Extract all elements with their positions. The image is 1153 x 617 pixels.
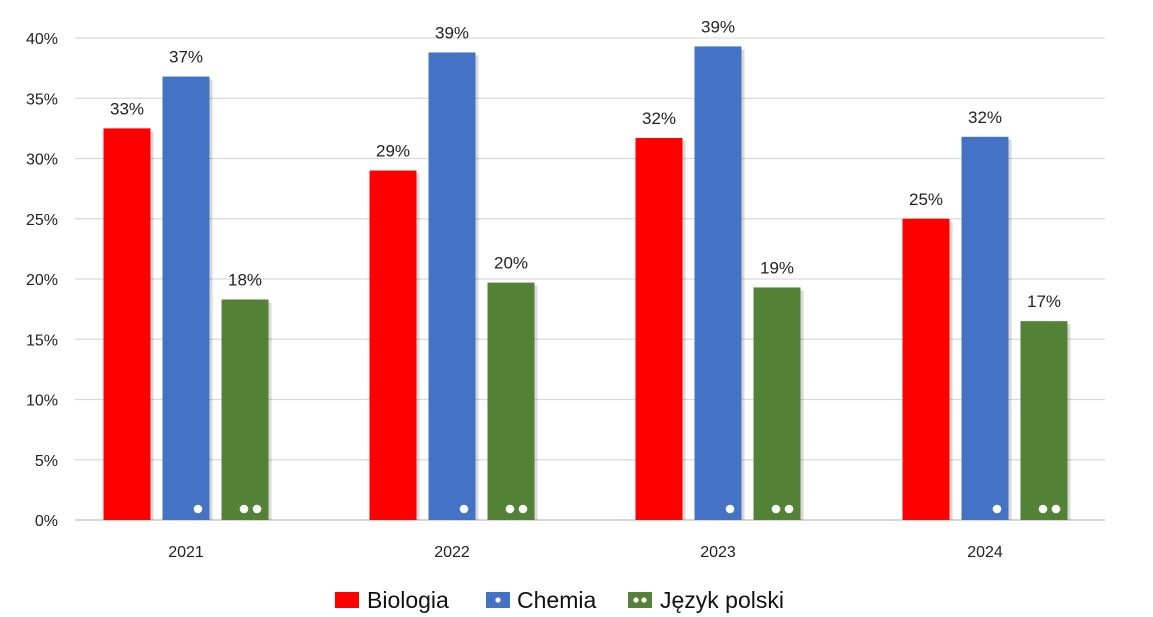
bar-chemia-2023 (694, 46, 742, 521)
x-tick-label: 2024 (967, 544, 1003, 561)
pattern-dot (725, 504, 735, 514)
legend-swatch (628, 592, 652, 608)
data-label: 32% (968, 108, 1002, 127)
pattern-dot (505, 504, 515, 514)
pattern-dot (1051, 504, 1061, 514)
pattern-dot (518, 504, 528, 514)
data-label: 18% (228, 270, 262, 289)
pattern-dot (1038, 504, 1048, 514)
legend: Biologia Chemia Język polski (335, 587, 784, 613)
legend-label: Chemia (517, 587, 596, 613)
bar-biologia-2022 (369, 170, 417, 521)
pattern-dot (193, 504, 203, 514)
legend-label: Biologia (367, 587, 449, 613)
data-label: 19% (760, 258, 794, 277)
y-tick-label: 10% (26, 393, 58, 410)
legend-swatch (335, 592, 359, 608)
bar-biologia-2023 (635, 138, 683, 520)
data-label: 39% (701, 17, 735, 36)
bar-j-zyk-polski-2023 (753, 287, 801, 520)
pattern-dot (992, 504, 1002, 514)
data-labels: 33% 29% 32% 25% 37% 39% 39% 32% 18% 20% 19% 17% (110, 17, 1061, 311)
pattern-dot (459, 504, 469, 514)
data-label: 17% (1027, 292, 1061, 311)
x-tick-label: 2021 (168, 544, 204, 561)
bar-biologia-2021 (103, 128, 151, 520)
x-tick-label: 2022 (434, 544, 470, 561)
data-label: 20% (494, 254, 528, 273)
bar-j-zyk-polski-2022 (487, 282, 535, 520)
y-tick-label: 15% (26, 332, 58, 349)
legend-pattern-dot (641, 597, 647, 603)
bars (103, 46, 1071, 521)
bar-chemia-2021 (162, 76, 210, 520)
bar-j-zyk-polski-2021 (221, 299, 269, 520)
legend-pattern-dot (633, 597, 639, 603)
pattern-dot (784, 504, 794, 514)
pattern-dot (252, 504, 262, 514)
data-label: 32% (642, 109, 676, 128)
pattern-dot (239, 504, 249, 514)
y-tick-label: 20% (26, 272, 58, 289)
legend-label: Język polski (660, 587, 784, 613)
legend-pattern-dot (495, 597, 501, 603)
y-tick-label: 25% (26, 212, 58, 229)
y-tick-label: 35% (26, 91, 58, 108)
bar-j-zyk-polski-2024 (1020, 321, 1068, 520)
bar-chemia-2024 (961, 136, 1009, 520)
x-tick-label: 2023 (700, 544, 736, 561)
data-label: 37% (169, 48, 203, 67)
pattern-dot (771, 504, 781, 514)
data-label: 29% (376, 142, 410, 161)
y-tick-label: 30% (26, 152, 58, 169)
data-label: 25% (909, 190, 943, 209)
bar-biologia-2024 (902, 218, 950, 520)
y-tick-label: 5% (35, 453, 58, 470)
y-tick-label: 0% (35, 513, 58, 530)
data-label: 39% (435, 23, 469, 42)
bar-chemia-2022 (428, 52, 476, 521)
y-tick-label: 40% (26, 31, 58, 48)
data-label: 33% (110, 99, 144, 118)
